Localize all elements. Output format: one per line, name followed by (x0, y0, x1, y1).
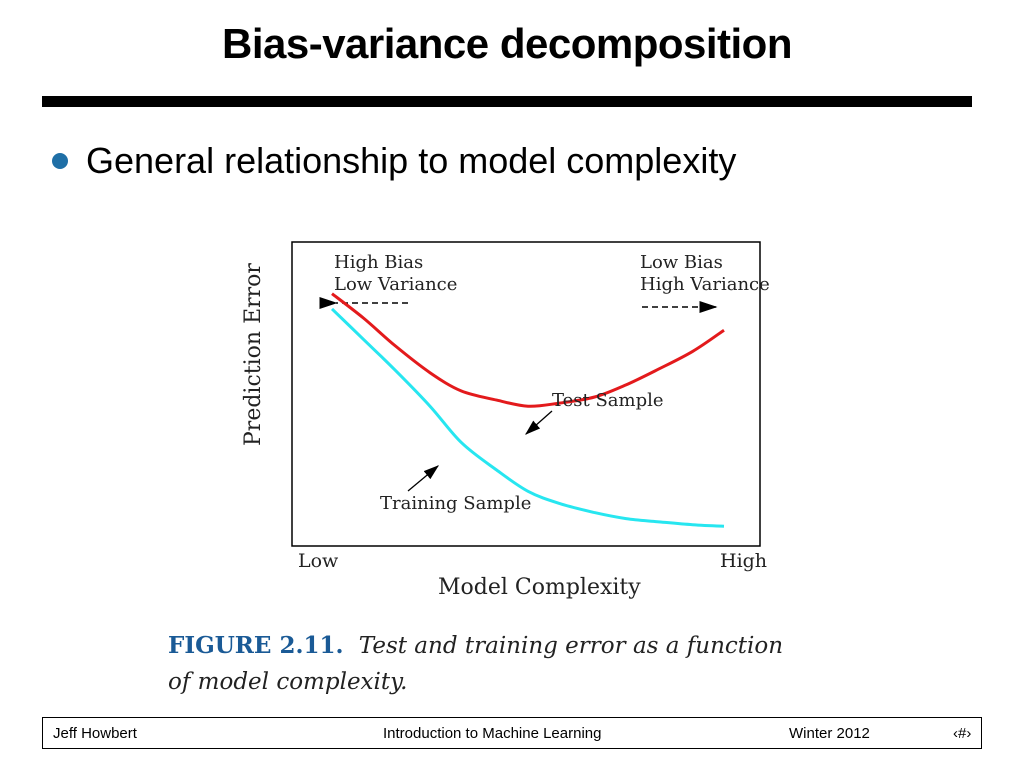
right-note-low-bias: Low Bias (640, 252, 723, 273)
bullet-text: General relationship to model complexity (86, 140, 737, 181)
plot-frame (291, 241, 761, 547)
left-note-high-bias: High Bias (334, 252, 423, 273)
x-tick-high: High (720, 550, 767, 572)
training-sample-label: Training Sample (380, 493, 531, 514)
y-axis-label: Prediction Error (241, 263, 266, 446)
title-underline (42, 96, 972, 107)
footer-course: Introduction to Machine Learning (383, 725, 602, 742)
test-sample-label: Test Sample (552, 390, 664, 411)
caption-text-line1: Test and training error as a function (358, 633, 784, 659)
slide-footer: Jeff Howbert Introduction to Machine Lea… (42, 717, 982, 749)
error-vs-complexity-chart: Prediction Error Low High Model Complexi… (241, 241, 770, 600)
caption-figure-number: FIGURE 2.11. (168, 632, 344, 659)
x-axis-label: Model Complexity (438, 575, 641, 600)
test-sample-line (331, 292, 725, 408)
bias-variance-figure: Prediction Error Low High Model Complexi… (160, 228, 880, 703)
left-note-low-variance: Low Variance (334, 274, 457, 295)
training-sample-line (330, 307, 725, 528)
caption-text-line2: of model complexity. (168, 669, 408, 695)
footer-author: Jeff Howbert (53, 725, 137, 742)
bullet-item: General relationship to model complexity (52, 136, 736, 186)
footer-term: Winter 2012 (789, 725, 870, 742)
slide-title: Bias-variance decomposition (221, 20, 793, 67)
bullet-dot-icon (52, 153, 68, 169)
test-label-pointer (525, 410, 553, 435)
x-tick-low: Low (298, 550, 339, 572)
footer-page-number: ‹#› (953, 725, 972, 742)
right-note-high-variance: High Variance (640, 274, 770, 295)
training-label-pointer (407, 465, 439, 492)
figure-caption: FIGURE 2.11. Test and training error as … (168, 628, 868, 700)
